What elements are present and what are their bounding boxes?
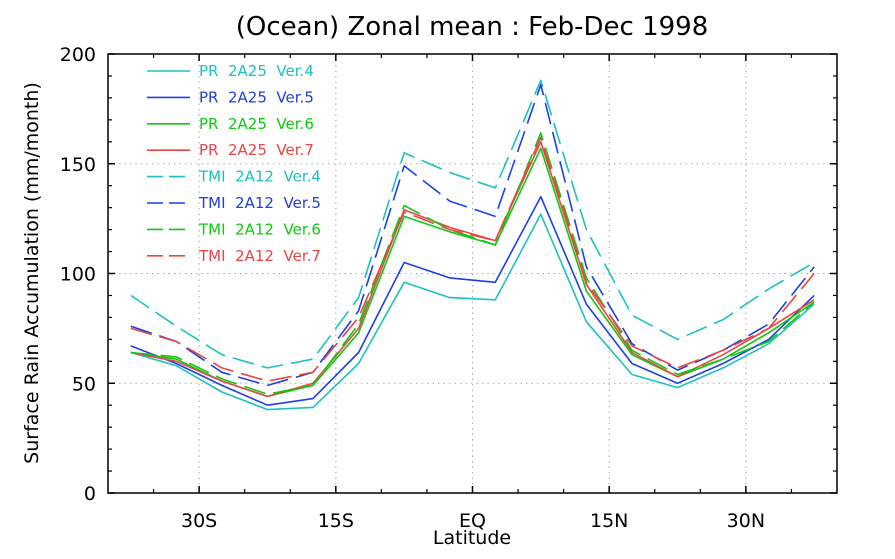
y-tick-label: 200 <box>60 44 96 66</box>
x-tick-label: 30S <box>181 510 217 532</box>
y-axis: 0 50 100 150 200 <box>60 44 837 505</box>
y-axis-label: Surface Rain Accumulation (mm/month) <box>21 82 43 464</box>
x-tick-label: 15S <box>318 510 354 532</box>
y-tick-label: 50 <box>72 373 96 395</box>
legend-label: PR 2A25 Ver.4 <box>199 62 314 80</box>
series-line-7 <box>130 132 815 396</box>
y-tick-label: 100 <box>60 264 96 286</box>
chart-title: (Ocean) Zonal mean : Feb-Dec 1998 <box>236 12 709 42</box>
legend-label: PR 2A25 Ver.5 <box>199 88 314 106</box>
series-line-4 <box>130 141 815 398</box>
series-line-2 <box>130 195 815 407</box>
legend-label: TMI 2A12 Ver.7 <box>198 247 321 265</box>
y-tick-label: 150 <box>60 154 96 176</box>
series-line-6 <box>130 83 815 387</box>
x-tick-label: 30N <box>727 510 765 532</box>
series-lines <box>130 79 815 411</box>
series-line-8 <box>130 136 815 382</box>
legend: PR 2A25 Ver.4 PR 2A25 Ver.5 PR 2A25 Ver.6 P… <box>147 62 321 265</box>
x-axis-label: Latitude <box>433 527 511 549</box>
x-tick-label: EQ <box>459 510 486 532</box>
legend-label: TMI 2A12 Ver.4 <box>198 168 321 186</box>
y-tick-label: 0 <box>84 483 96 505</box>
legend-label: TMI 2A12 Ver.5 <box>198 194 321 212</box>
series-line-5 <box>130 79 815 369</box>
legend-label: PR 2A25 Ver.6 <box>199 115 314 133</box>
x-axis: 30S 15S EQ 15N 30N <box>152 54 793 532</box>
legend-label: TMI 2A12 Ver.6 <box>198 220 321 238</box>
series-line-1 <box>130 213 815 411</box>
x-tick-label: 15N <box>590 510 628 532</box>
legend-label: PR 2A25 Ver.7 <box>199 141 314 159</box>
